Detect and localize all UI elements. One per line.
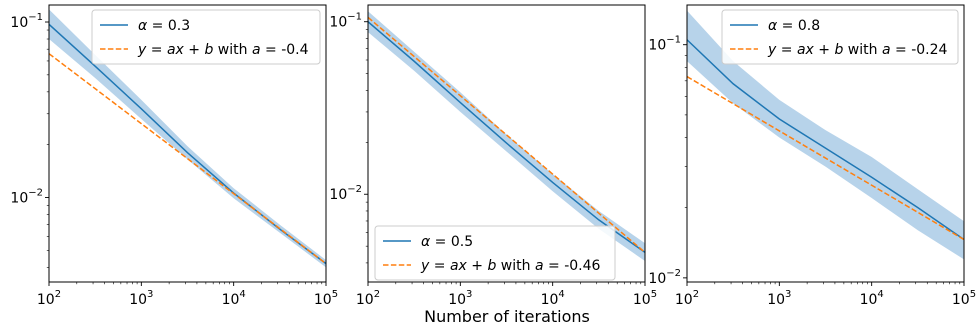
x-tick-label: 105 — [952, 289, 976, 308]
y-tick-label: 10−1 — [648, 35, 681, 54]
legend-label: y = ax + b with a = -0.46 — [420, 258, 601, 274]
panel-alpha-0.3: 102 103 104 105 10−2 10−1 α = 0.3 y = ax + b wi… — [10, 4, 338, 308]
x-tick-label: 102 — [37, 289, 61, 308]
legend-label: α = 0.8 — [768, 18, 820, 34]
legend-label: α = 0.5 — [421, 234, 473, 250]
x-tick-label: 102 — [356, 289, 380, 308]
axes-frame — [48, 4, 327, 283]
plot-area — [49, 9, 326, 268]
plot-area — [368, 11, 645, 262]
axes-frame — [367, 4, 646, 283]
y-tick-label: 10−2 — [648, 268, 681, 287]
legend-box — [91, 9, 321, 65]
mean-line — [49, 23, 326, 265]
y-tick-label: 10−1 — [10, 12, 43, 31]
fit-line — [687, 75, 964, 241]
legend: α = 0.3 y = ax + b with a = -0.4 — [91, 9, 321, 65]
x-tick-label: 103 — [448, 289, 472, 308]
panel-alpha-0.5: 102 103 104 105 10−2 10−1 α = 0.5 y = ax + b wi… — [329, 4, 657, 308]
plot-area — [687, 10, 964, 260]
x-axis-label: Number of iterations — [424, 307, 590, 326]
mean-line — [687, 39, 964, 241]
x-tick-label: 102 — [675, 289, 699, 308]
x-tick-label: 103 — [129, 289, 153, 308]
y-tick-label: 10−2 — [10, 188, 43, 207]
confidence-band — [687, 10, 964, 260]
fit-line — [49, 53, 326, 265]
legend: α = 0.5 y = ax + b with a = -0.46 — [374, 225, 616, 281]
legend-box — [721, 9, 959, 65]
panel-alpha-0.8: 102 103 104 105 10−2 10−1 α = 0.8 y = ax + b wi… — [648, 4, 976, 308]
legend-label: y = ax + b with a = -0.4 — [137, 42, 309, 58]
legend: α = 0.8 y = ax + b with a = -0.24 — [721, 9, 959, 65]
x-tick-label: 104 — [541, 289, 565, 308]
x-tick-label: 105 — [314, 289, 338, 308]
legend-label: α = 0.3 — [138, 18, 190, 34]
x-tick-label: 105 — [633, 289, 657, 308]
confidence-band — [368, 11, 645, 262]
axes-frame — [686, 4, 965, 283]
x-tick-label: 104 — [222, 289, 246, 308]
mean-line — [368, 21, 645, 254]
confidence-band — [49, 9, 326, 268]
fit-line — [368, 16, 645, 254]
y-tick-label: 10−1 — [329, 12, 362, 31]
legend-label: y = ax + b with a = -0.24 — [767, 42, 948, 58]
x-tick-label: 103 — [767, 289, 791, 308]
x-tick-label: 104 — [860, 289, 884, 308]
legend-box — [374, 225, 616, 281]
y-tick-label: 10−2 — [329, 184, 362, 203]
